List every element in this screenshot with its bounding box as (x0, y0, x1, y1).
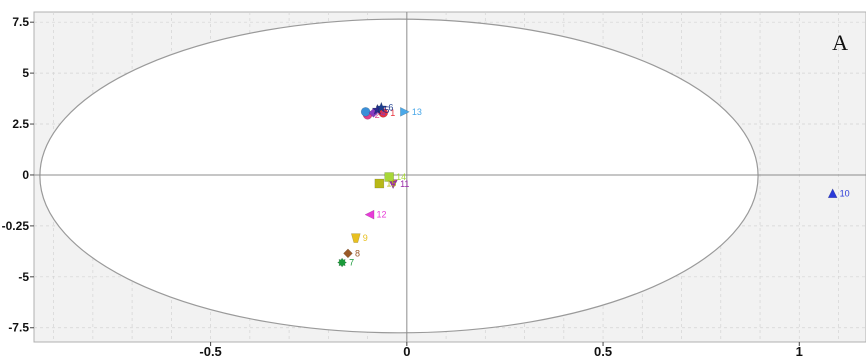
point-label: 5 (384, 105, 389, 115)
y-tick-label: 5 (22, 66, 29, 80)
data-point-6: 6 (375, 101, 393, 113)
data-point-9: 9 (350, 233, 368, 243)
x-tick-label: -0.5 (199, 344, 221, 358)
point-label: 8 (355, 248, 360, 258)
data-points: 123456789101112131415 (337, 101, 850, 268)
point-label: 9 (363, 233, 368, 243)
point-marker (384, 172, 394, 182)
point-label: 13 (412, 107, 422, 117)
axis-lines (34, 12, 866, 342)
y-tick-label: -7.5 (8, 321, 29, 335)
point-marker (400, 106, 410, 117)
point-label: 4 (380, 108, 385, 118)
data-point-10: 10 (827, 188, 850, 199)
point-marker (350, 233, 361, 243)
data-point-15: 15 (374, 178, 396, 189)
x-tick-label: 0 (403, 344, 410, 358)
point-marker (337, 257, 348, 268)
data-point-14: 14 (384, 172, 406, 182)
point-label: 10 (840, 188, 850, 198)
y-tick-label: -5 (18, 270, 29, 284)
point-label: 14 (396, 172, 406, 182)
x-tick-label: 0.5 (594, 344, 612, 358)
point-marker (375, 101, 388, 113)
data-point-13: 13 (400, 107, 422, 117)
point-label: 15 (386, 179, 396, 189)
data-point-8: 8 (343, 248, 360, 258)
point-marker (343, 248, 353, 259)
y-tick-label: 7.5 (12, 15, 29, 29)
point-marker (827, 188, 838, 199)
tick-labels: 7.5 5 2.5 0 -0.25 -5 -7.5 -0.5 0 0.5 1 (2, 15, 803, 358)
x-tick-label: 1 (796, 344, 803, 358)
point-marker (360, 107, 371, 117)
point-marker (364, 209, 375, 220)
y-tick-label: 0 (22, 168, 29, 182)
data-point-12: 12 (364, 209, 387, 220)
point-label: 7 (349, 258, 354, 268)
point-label: 6 (388, 103, 393, 113)
point-label: 1 (390, 108, 395, 118)
panel-label: A (832, 30, 848, 55)
y-tick-label: -0.25 (2, 219, 30, 233)
y-tick-label: 2.5 (12, 117, 29, 131)
data-point-7: 7 (337, 257, 354, 268)
point-marker (374, 178, 385, 189)
point-label: 2 (375, 110, 380, 120)
point-label: 11 (400, 179, 409, 189)
confidence-ellipse (39, 18, 759, 334)
point-label: 12 (377, 210, 387, 220)
